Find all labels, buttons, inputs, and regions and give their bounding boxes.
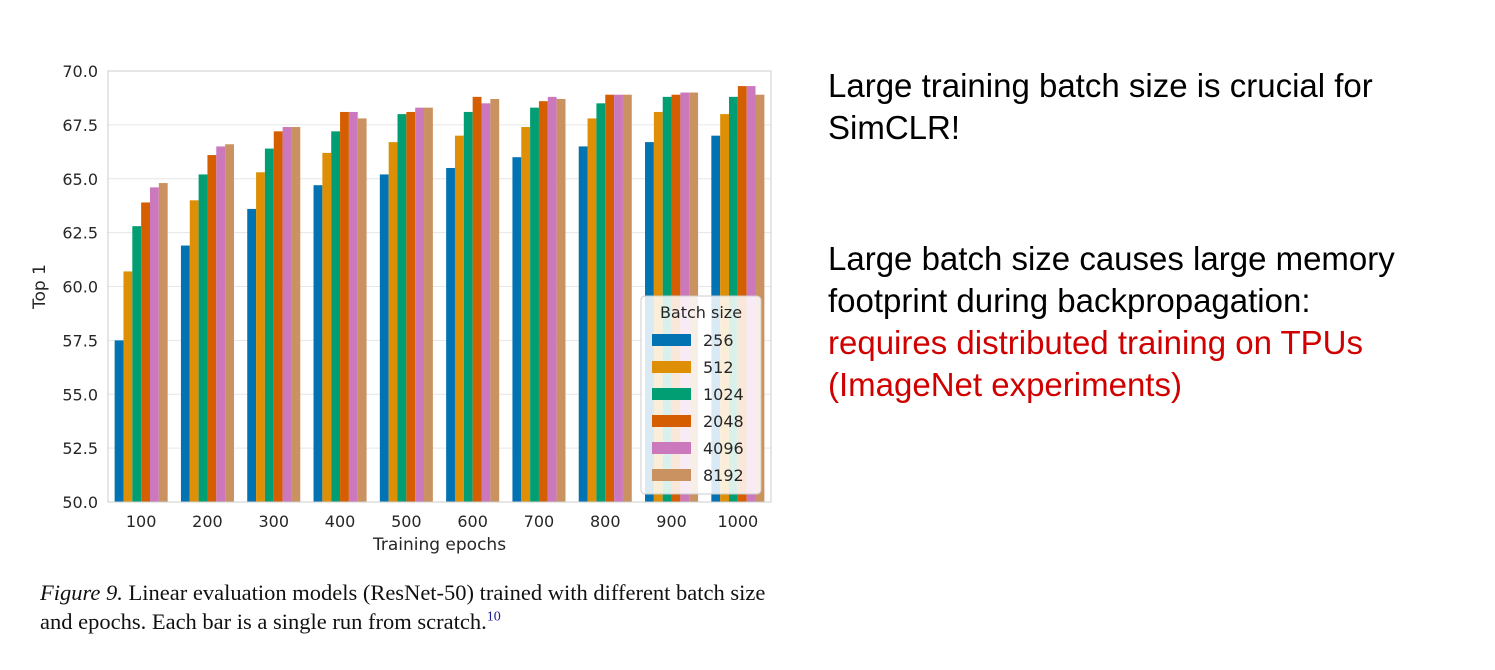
bar-300-256 xyxy=(247,208,257,503)
bar-800-1024 xyxy=(596,103,606,502)
x-tick-label: 900 xyxy=(656,512,687,531)
bar-400-4096 xyxy=(348,111,358,502)
plot-frame xyxy=(107,70,772,503)
bar-800-8192 xyxy=(622,94,632,502)
bar-800-512 xyxy=(587,118,597,502)
bar-100-512 xyxy=(123,271,133,502)
bar-600-2048 xyxy=(472,96,482,503)
side-note-1: Large training batch size is crucial for… xyxy=(828,67,1373,146)
x-tick-label: 300 xyxy=(258,512,289,531)
bar-1000-4096 xyxy=(746,86,756,503)
caption-footnote: 10 xyxy=(486,609,501,625)
y-tick-label: 52.5 xyxy=(62,439,98,458)
bar-400-8192 xyxy=(357,118,367,502)
side-note-2-text: Large batch size causes large memory foo… xyxy=(828,240,1395,319)
bar-1000-2048 xyxy=(737,86,747,503)
x-tick-label: 700 xyxy=(524,512,555,531)
legend-swatch xyxy=(652,415,691,427)
bar-300-2048 xyxy=(273,131,283,502)
bar-200-8192 xyxy=(225,144,234,502)
bar-600-1024 xyxy=(463,111,473,502)
bar-300-512 xyxy=(256,172,265,502)
legend-label: 2048 xyxy=(703,412,744,431)
bar-700-512 xyxy=(521,127,531,502)
bar-200-4096 xyxy=(216,146,226,503)
legend-swatch xyxy=(652,361,691,373)
legend: Batch size 256 512 1024 2048 4096 8192 xyxy=(640,295,762,495)
y-tick-labels: 50.0 52.5 55.0 57.5 60.0 62.5 65.0 67.5 70.0 xyxy=(62,62,98,512)
bar-400-2048 xyxy=(340,111,349,502)
bar-300-8192 xyxy=(291,127,301,502)
bar-400-512 xyxy=(322,152,332,502)
bar-500-256 xyxy=(379,174,389,502)
x-tick-label: 100 xyxy=(126,512,157,531)
bar-700-4096 xyxy=(547,96,557,503)
x-tick-label: 200 xyxy=(192,512,223,531)
bar-300-1024 xyxy=(264,148,274,502)
bar-chart: 50.0 52.5 55.0 57.5 60.0 62.5 65.0 67.5 70.0 100… xyxy=(30,62,772,555)
legend-title: Batch size xyxy=(660,303,742,322)
bar-200-1024 xyxy=(198,174,208,502)
x-axis-label: Training epochs xyxy=(372,535,506,555)
bar-600-8192 xyxy=(490,99,500,502)
bar-700-256 xyxy=(512,157,522,502)
bar-100-1024 xyxy=(132,226,142,502)
bar-700-1024 xyxy=(530,107,539,502)
bar-800-2048 xyxy=(605,94,615,502)
bar-600-512 xyxy=(454,135,464,502)
legend-label: 8192 xyxy=(703,466,744,485)
bar-100-8192 xyxy=(158,183,168,502)
y-tick-label: 55.0 xyxy=(62,385,98,404)
bar-500-8192 xyxy=(424,107,433,502)
legend-items: 256 512 1024 2048 4096 8192 xyxy=(652,331,744,485)
bar-200-2048 xyxy=(207,155,217,503)
legend-label: 4096 xyxy=(703,439,744,458)
legend-label: 1024 xyxy=(703,385,744,404)
bar-700-8192 xyxy=(556,99,566,502)
y-axis-label: Top 1 xyxy=(30,264,50,310)
figure-caption: Figure 9. Linear evaluation models (ResN… xyxy=(40,578,800,636)
x-tick-label: 1000 xyxy=(717,512,758,531)
bar-800-4096 xyxy=(614,94,623,502)
bar-400-1024 xyxy=(331,131,341,502)
legend-label: 256 xyxy=(703,331,734,350)
x-tick-label: 500 xyxy=(391,512,422,531)
bar-500-512 xyxy=(388,142,398,503)
x-tick-labels: 100 200 300 400 500 600 700 800 900 1000 xyxy=(126,512,758,531)
y-tick-label: 50.0 xyxy=(62,493,98,512)
bar-500-4096 xyxy=(415,107,425,502)
y-tick-label: 67.5 xyxy=(62,116,98,135)
y-tick-label: 60.0 xyxy=(62,278,98,297)
y-tick-label: 70.0 xyxy=(62,62,98,81)
legend-swatch xyxy=(652,469,691,481)
bar-600-4096 xyxy=(481,103,491,502)
caption-text: Linear evaluation models (ResNet-50) tra… xyxy=(40,580,766,634)
bar-100-4096 xyxy=(149,187,159,502)
bar-200-256 xyxy=(180,245,190,502)
y-tick-label: 57.5 xyxy=(62,331,98,350)
bar-800-256 xyxy=(578,146,588,503)
bar-700-2048 xyxy=(538,101,548,503)
legend-label: 512 xyxy=(703,358,734,377)
legend-swatch xyxy=(652,388,691,400)
legend-swatch xyxy=(652,442,691,454)
caption-label: Figure 9. xyxy=(40,580,123,605)
side-note-2: Large batch size causes large memory foo… xyxy=(828,238,1468,406)
legend-swatch xyxy=(652,334,691,346)
bar-300-4096 xyxy=(282,127,292,502)
bar-600-256 xyxy=(446,167,455,502)
bar-400-256 xyxy=(313,185,323,502)
x-tick-label: 800 xyxy=(590,512,621,531)
x-tick-label: 400 xyxy=(325,512,356,531)
bar-100-2048 xyxy=(141,202,150,502)
y-tick-label: 62.5 xyxy=(62,224,98,243)
bar-500-2048 xyxy=(406,111,416,502)
bar-100-256 xyxy=(114,340,124,502)
y-tick-label: 65.0 xyxy=(62,170,98,189)
bar-500-1024 xyxy=(397,114,407,502)
bar-200-512 xyxy=(189,200,199,503)
x-tick-label: 600 xyxy=(457,512,488,531)
side-note-2-highlight: requires distributed training on TPUs (I… xyxy=(828,324,1363,403)
